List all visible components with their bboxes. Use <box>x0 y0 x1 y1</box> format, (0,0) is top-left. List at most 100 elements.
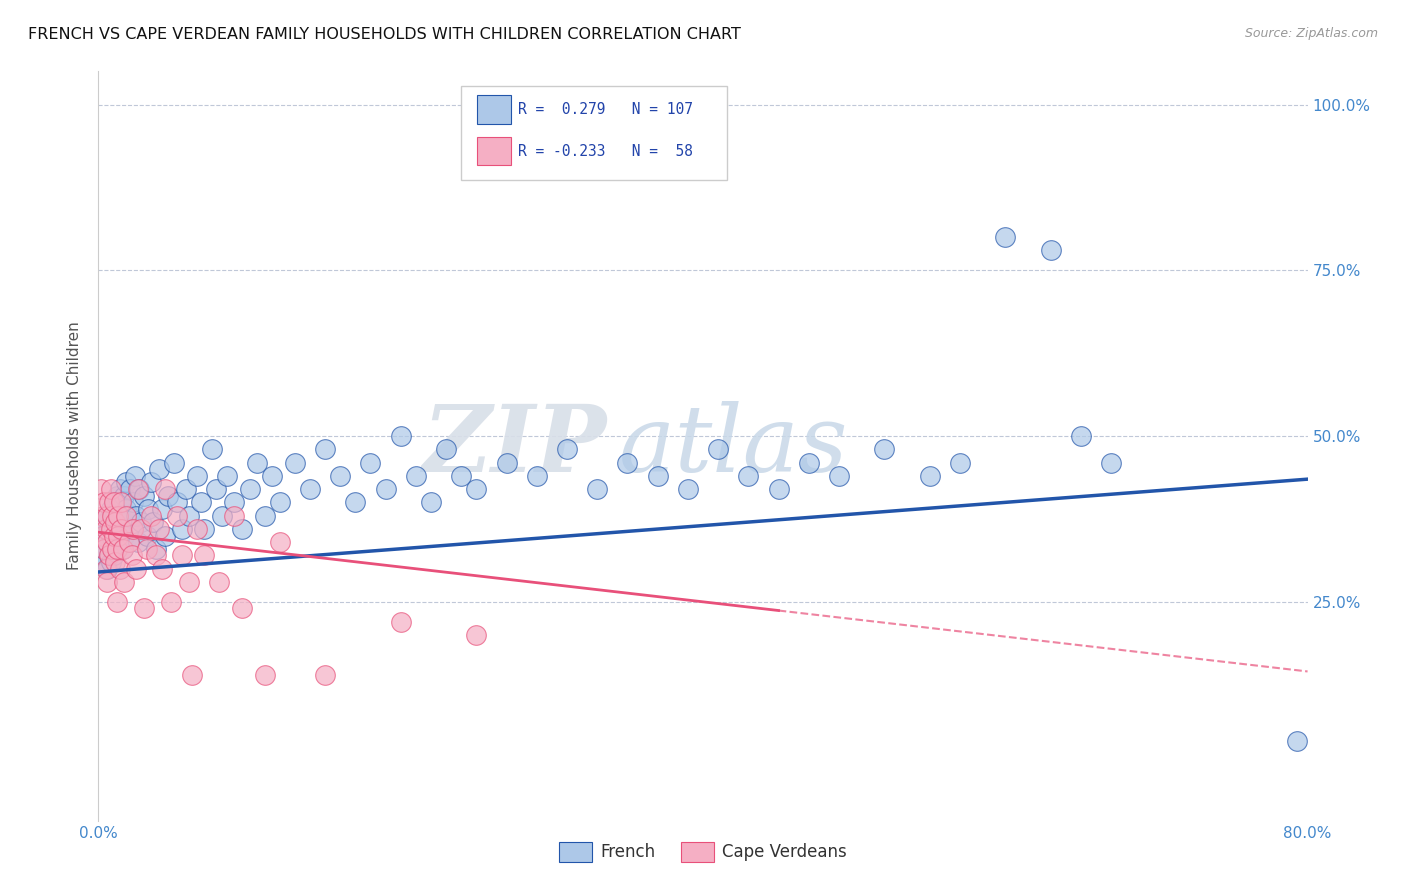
Point <box>100 522 122 536</box>
Point <box>253 508 276 523</box>
Point <box>193 549 215 563</box>
Point <box>93 541 115 556</box>
Point <box>231 601 253 615</box>
Point <box>148 462 170 476</box>
Point <box>122 522 145 536</box>
Point <box>797 456 820 470</box>
Point <box>110 495 132 509</box>
Point <box>174 482 197 496</box>
Point <box>389 429 412 443</box>
Point <box>110 522 132 536</box>
Point <box>555 442 578 457</box>
Point <box>873 442 896 457</box>
Point <box>616 456 638 470</box>
Point <box>170 549 193 563</box>
Point <box>122 495 145 509</box>
Point <box>170 522 193 536</box>
Point <box>98 495 121 509</box>
Point <box>389 615 412 629</box>
Point <box>344 495 367 509</box>
Point <box>114 508 136 523</box>
Point <box>949 456 972 470</box>
Point <box>1285 734 1308 748</box>
Point <box>828 468 851 483</box>
Point <box>107 528 129 542</box>
Point <box>166 495 188 509</box>
Legend: French, Cape Verdeans: French, Cape Verdeans <box>553 835 853 869</box>
Point <box>118 535 141 549</box>
Point <box>112 528 135 542</box>
Point <box>118 535 141 549</box>
Point <box>737 468 759 483</box>
Point <box>136 502 159 516</box>
Point <box>465 628 488 642</box>
Point <box>145 541 167 556</box>
Point <box>104 515 127 529</box>
Point <box>96 562 118 576</box>
Point <box>253 667 276 681</box>
Point <box>145 549 167 563</box>
Point <box>100 502 122 516</box>
Point <box>239 482 262 496</box>
Point <box>208 574 231 589</box>
Point <box>110 495 132 509</box>
Point <box>1070 429 1092 443</box>
Point <box>284 456 307 470</box>
Point <box>111 541 134 556</box>
Point <box>156 489 179 503</box>
Point <box>434 442 457 457</box>
Point <box>93 541 115 556</box>
Point <box>148 522 170 536</box>
Point <box>135 541 157 556</box>
FancyBboxPatch shape <box>477 95 510 124</box>
Point <box>100 555 122 569</box>
Point <box>105 489 128 503</box>
Point <box>105 541 128 556</box>
Point <box>107 502 129 516</box>
Point <box>108 562 131 576</box>
Point <box>121 549 143 563</box>
Point <box>103 522 125 536</box>
Point <box>299 482 322 496</box>
Point <box>186 468 208 483</box>
Point <box>262 468 284 483</box>
Point <box>314 442 336 457</box>
Point <box>179 574 201 589</box>
Point <box>120 482 142 496</box>
Point <box>101 541 124 556</box>
Point <box>127 482 149 496</box>
Point <box>205 482 228 496</box>
Text: ZIP: ZIP <box>422 401 606 491</box>
Point <box>141 475 163 490</box>
Point <box>190 495 212 509</box>
Point <box>90 535 112 549</box>
Point <box>707 442 730 457</box>
Point <box>104 535 127 549</box>
Point <box>329 468 352 483</box>
Point <box>101 515 124 529</box>
Point <box>94 515 117 529</box>
Point <box>181 667 204 681</box>
Point <box>96 508 118 523</box>
Point <box>105 595 128 609</box>
Point <box>94 522 117 536</box>
Point <box>1039 244 1062 258</box>
Point <box>107 508 129 523</box>
Point <box>127 535 149 549</box>
Point <box>135 528 157 542</box>
Point <box>150 502 173 516</box>
Text: atlas: atlas <box>619 401 848 491</box>
Point <box>166 508 188 523</box>
Point <box>111 515 134 529</box>
Point <box>360 456 382 470</box>
Point <box>1099 456 1122 470</box>
Point <box>201 442 224 457</box>
Point <box>101 541 124 556</box>
Point <box>526 468 548 483</box>
Point <box>91 508 114 523</box>
Point <box>105 541 128 556</box>
Point <box>132 601 155 615</box>
Point <box>450 468 472 483</box>
Point <box>224 495 246 509</box>
Point <box>121 522 143 536</box>
